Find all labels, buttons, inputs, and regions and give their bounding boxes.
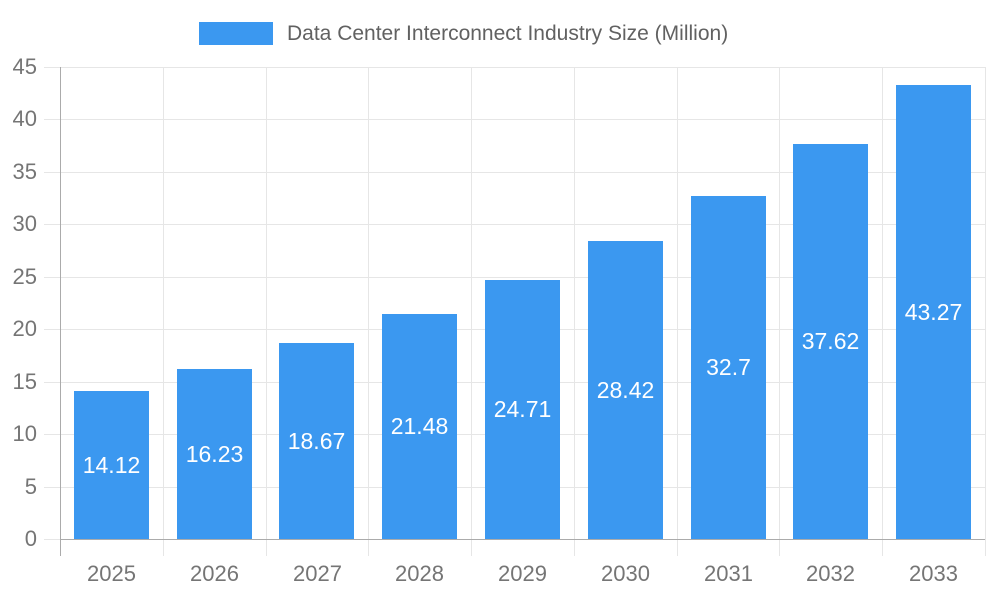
category-gridline: [368, 67, 369, 556]
y-tick-label: 20: [12, 316, 37, 341]
bar[interactable]: 21.48: [382, 314, 457, 539]
y-tick-label: 45: [12, 54, 37, 79]
bar-value-label: 43.27: [904, 298, 963, 325]
category-gridline: [985, 67, 986, 556]
x-tick-label: 2028: [395, 561, 444, 586]
bar[interactable]: 18.67: [279, 343, 354, 539]
x-tick-label: 2032: [806, 561, 855, 586]
y-tick-label: 15: [12, 369, 37, 394]
category-gridline: [779, 67, 780, 556]
bar-value-label: 28.42: [596, 376, 655, 403]
category-gridline: [677, 67, 678, 556]
bar[interactable]: 43.27: [896, 85, 971, 539]
bar[interactable]: 14.12: [74, 391, 149, 539]
legend-swatch: [199, 22, 273, 45]
bar-value-label: 14.12: [82, 451, 141, 478]
bar-value-label: 18.67: [287, 427, 346, 454]
gridline: [44, 277, 985, 278]
bar-value-label: 32.7: [706, 354, 751, 380]
category-gridline: [882, 67, 883, 556]
bar[interactable]: 16.23: [177, 369, 252, 539]
y-tick-label: 35: [12, 159, 37, 184]
bar[interactable]: 24.71: [485, 280, 560, 539]
x-tick-label: 2029: [498, 561, 547, 586]
chart-legend: Data Center Interconnect Industry Size (…: [199, 22, 728, 45]
x-tick-label: 2030: [601, 561, 650, 586]
bar[interactable]: 28.42: [588, 241, 663, 539]
gridline: [44, 67, 985, 68]
x-tick-label: 2033: [909, 561, 958, 586]
y-tick-label: 40: [12, 106, 37, 131]
y-tick-label: 0: [24, 526, 37, 551]
bar-value-label: 21.48: [390, 413, 449, 439]
y-tick-label: 30: [12, 211, 37, 236]
x-tick-label: 2026: [190, 561, 239, 586]
y-tick-label: 25: [12, 264, 37, 289]
x-tick-label: 2031: [704, 561, 753, 586]
category-gridline: [163, 67, 164, 556]
y-tick-label: 5: [24, 474, 37, 499]
bar-value-label: 37.62: [801, 328, 860, 354]
bar[interactable]: 37.62: [793, 144, 868, 539]
bar-value-label: 16.23: [185, 440, 244, 467]
category-gridline: [574, 67, 575, 556]
y-tick-label: 10: [12, 421, 37, 446]
gridline: [44, 224, 985, 225]
x-axis-baseline: [60, 539, 985, 540]
gridline: [44, 119, 985, 120]
legend-label: Data Center Interconnect Industry Size (…: [287, 22, 729, 45]
category-gridline: [471, 67, 472, 556]
x-tick-label: 2025: [87, 561, 136, 586]
bar-value-label: 24.71: [493, 396, 552, 422]
bar[interactable]: 32.7: [691, 196, 766, 539]
y-axis-line: [60, 67, 61, 556]
category-gridline: [266, 67, 267, 556]
x-tick-label: 2027: [293, 561, 342, 586]
gridline: [44, 172, 985, 173]
